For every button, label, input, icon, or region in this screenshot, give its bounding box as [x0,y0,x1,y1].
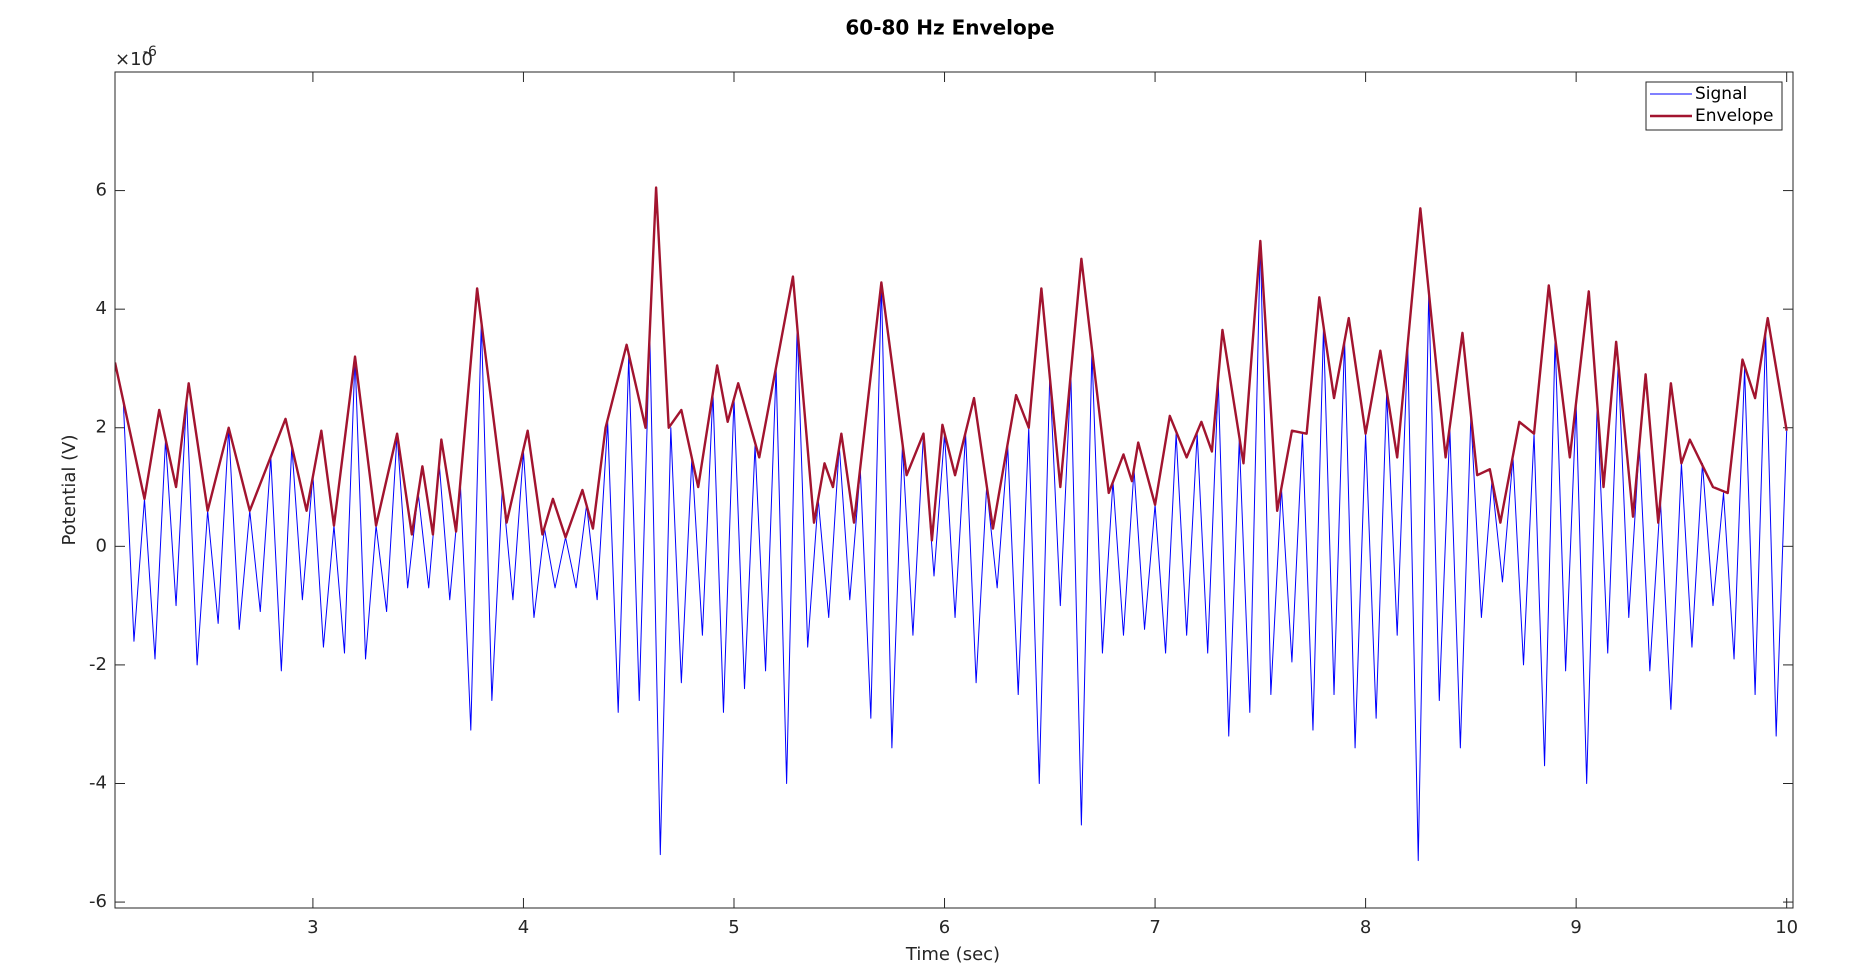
y-tick-label: 4 [96,298,107,319]
x-axis-label: Time (sec) [905,944,1000,965]
y-tick-label: -6 [89,891,107,912]
x-tick-label: 9 [1570,917,1581,938]
legend-label: Envelope [1695,106,1773,126]
y-tick-label: -4 [89,772,107,793]
series-line [115,186,1788,542]
x-tick-label: 3 [307,917,318,938]
y-multiplier-exponent: -6 [143,44,157,60]
plot-box [114,71,1794,909]
y-tick-label: 2 [96,417,107,438]
y-tick-label: 0 [96,535,107,556]
y-axis-label: Potential (V) [59,435,80,546]
x-tick-label: 6 [939,917,950,938]
x-tick-label: 8 [1360,917,1371,938]
y-tick-label: -2 [89,654,107,675]
legend-label: Signal [1695,84,1747,104]
y-tick-label: 6 [96,180,107,201]
chart-title: 60-80 Hz Envelope [845,16,1054,40]
y-multiplier-base: ×10 [115,49,153,70]
legend-box [1645,81,1783,131]
x-tick-label: 7 [1149,917,1160,938]
x-tick-label: 10 [1775,917,1798,938]
series-line [122,240,1788,862]
x-tick-label: 5 [728,917,739,938]
x-tick-label: 4 [518,917,529,938]
